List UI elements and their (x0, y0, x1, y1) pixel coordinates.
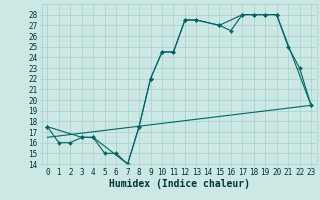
X-axis label: Humidex (Indice chaleur): Humidex (Indice chaleur) (109, 179, 250, 189)
